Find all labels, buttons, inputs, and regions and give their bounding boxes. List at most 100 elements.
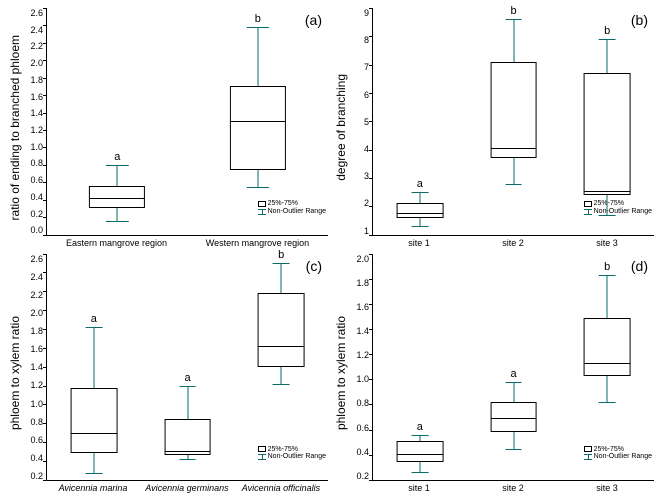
y-tick-label: 0.2 — [24, 209, 43, 219]
iqr-box — [396, 203, 443, 217]
whisker-cap-top — [599, 275, 616, 276]
legend-box-icon — [258, 201, 266, 207]
whisker-cap-top — [273, 263, 290, 264]
x-tick-label: site 2 — [466, 238, 560, 248]
x-tick-label: site 3 — [560, 483, 654, 493]
iqr-box — [584, 73, 631, 195]
y-tick-label: 0.8 — [24, 158, 43, 168]
legend-box-icon — [258, 446, 266, 452]
y-tick-label: 0.8 — [24, 417, 43, 427]
whisker-cap-bottom — [505, 449, 522, 450]
whisker-cap-top — [106, 165, 128, 166]
whisker-cap-top — [247, 27, 269, 28]
whisker-cap-bottom — [106, 221, 128, 222]
y-tick-label: 7 — [350, 62, 369, 72]
y-tick-label: 1.6 — [350, 302, 369, 312]
significance-letter: b — [255, 13, 261, 25]
y-tick-label: 4 — [350, 144, 369, 154]
whisker-cap-bottom — [179, 459, 196, 460]
median-line — [396, 454, 443, 455]
legend: 25%-75%Non-Outlier Range — [258, 446, 326, 461]
x-tick-label: site 1 — [372, 238, 466, 248]
whisker-cap-top — [411, 192, 428, 193]
y-tick-label: 1.0 — [24, 142, 43, 152]
significance-letter: a — [417, 421, 423, 433]
legend-item-whisker: Non-Outlier Range — [258, 453, 326, 461]
whisker-cap-bottom — [505, 184, 522, 185]
y-tick-label: 8 — [350, 35, 369, 45]
y-tick-label: 1.8 — [350, 278, 369, 288]
y-tick-label: 1 — [350, 226, 369, 236]
median-line — [258, 346, 305, 347]
whisker-cap-bottom — [247, 187, 269, 188]
x-tick-label: site 3 — [560, 238, 654, 248]
legend-label: Non-Outlier Range — [268, 453, 326, 461]
legend-item-whisker: Non-Outlier Range — [258, 208, 326, 216]
median-line — [490, 418, 537, 419]
median-line — [230, 121, 286, 122]
y-axis-label: phloem to xylem ratio — [8, 316, 22, 430]
significance-letter: a — [510, 368, 516, 380]
y-tick-label: 1.2 — [24, 125, 43, 135]
figure-grid: (a)ratio of ending to branched phloem2.6… — [8, 8, 654, 493]
y-tick-label: 1.8 — [24, 75, 43, 85]
y-tick-label: 0.2 — [350, 471, 369, 481]
y-tick-label: 2.4 — [24, 272, 43, 282]
legend-box-icon — [584, 446, 592, 452]
y-tick-label: 2.4 — [24, 25, 43, 35]
significance-letter: b — [604, 261, 610, 273]
x-tick-label: Avicennia germinans — [140, 483, 234, 493]
x-tick-label: site 2 — [466, 483, 560, 493]
x-tick-label: site 1 — [372, 483, 466, 493]
significance-letter: a — [114, 151, 120, 163]
iqr-box — [164, 419, 211, 455]
y-tick-label: 0.2 — [24, 471, 43, 481]
y-tick-label: 9 — [350, 8, 369, 18]
y-tick-label: 2.6 — [24, 254, 43, 264]
y-tick-label: 0.8 — [350, 398, 369, 408]
panel-a: (a)ratio of ending to branched phloem2.6… — [8, 8, 328, 248]
iqr-box — [396, 441, 443, 462]
legend: 25%-75%Non-Outlier Range — [258, 200, 326, 215]
whisker-cap-top — [85, 327, 102, 328]
iqr-box — [490, 402, 537, 432]
x-tick-label: Eastern mangrove region — [46, 238, 187, 248]
y-tick-label: 0.4 — [24, 453, 43, 463]
y-tick-label: 1.4 — [24, 108, 43, 118]
median-line — [70, 433, 117, 434]
iqr-box — [584, 318, 631, 376]
whisker-cap-top — [411, 435, 428, 436]
legend-whisker-icon — [258, 209, 266, 215]
y-tick-label: 2.2 — [24, 290, 43, 300]
legend-item-whisker: Non-Outlier Range — [584, 453, 652, 461]
y-tick-label: 1.8 — [24, 326, 43, 336]
legend-label: 25%-75% — [268, 200, 298, 208]
y-tick-label: 6 — [350, 90, 369, 100]
iqr-box — [230, 86, 286, 170]
whisker-cap-top — [505, 19, 522, 20]
significance-letter: b — [510, 5, 516, 17]
whisker-cap-top — [505, 382, 522, 383]
y-tick-label: 1.6 — [24, 92, 43, 102]
y-tick-label: 1.2 — [24, 380, 43, 390]
legend-label: Non-Outlier Range — [594, 208, 652, 216]
legend-whisker-icon — [584, 209, 592, 215]
x-tick-labels: site 1site 2site 3 — [372, 483, 654, 493]
iqr-box — [258, 293, 305, 367]
panel-d: (d)phloem to xylem ratio2.01.81.61.41.21… — [334, 254, 654, 494]
y-tick-label: 2 — [350, 198, 369, 208]
significance-letter: a — [91, 313, 97, 325]
y-tick-label: 0.6 — [24, 175, 43, 185]
iqr-box — [70, 388, 117, 453]
whisker-cap-bottom — [411, 226, 428, 227]
whisker-cap-bottom — [85, 473, 102, 474]
panel-b: (b)degree of branching987654321abb25%-75… — [334, 8, 654, 248]
y-tick-label: 1.4 — [24, 362, 43, 372]
whisker-cap-top — [179, 386, 196, 387]
legend-label: Non-Outlier Range — [268, 208, 326, 216]
y-tick-label: 5 — [350, 117, 369, 127]
y-tick-label: 2.0 — [24, 308, 43, 318]
legend-item-iqr: 25%-75% — [584, 200, 652, 208]
whisker-cap-top — [599, 39, 616, 40]
x-tick-label: Avicennia marina — [46, 483, 140, 493]
